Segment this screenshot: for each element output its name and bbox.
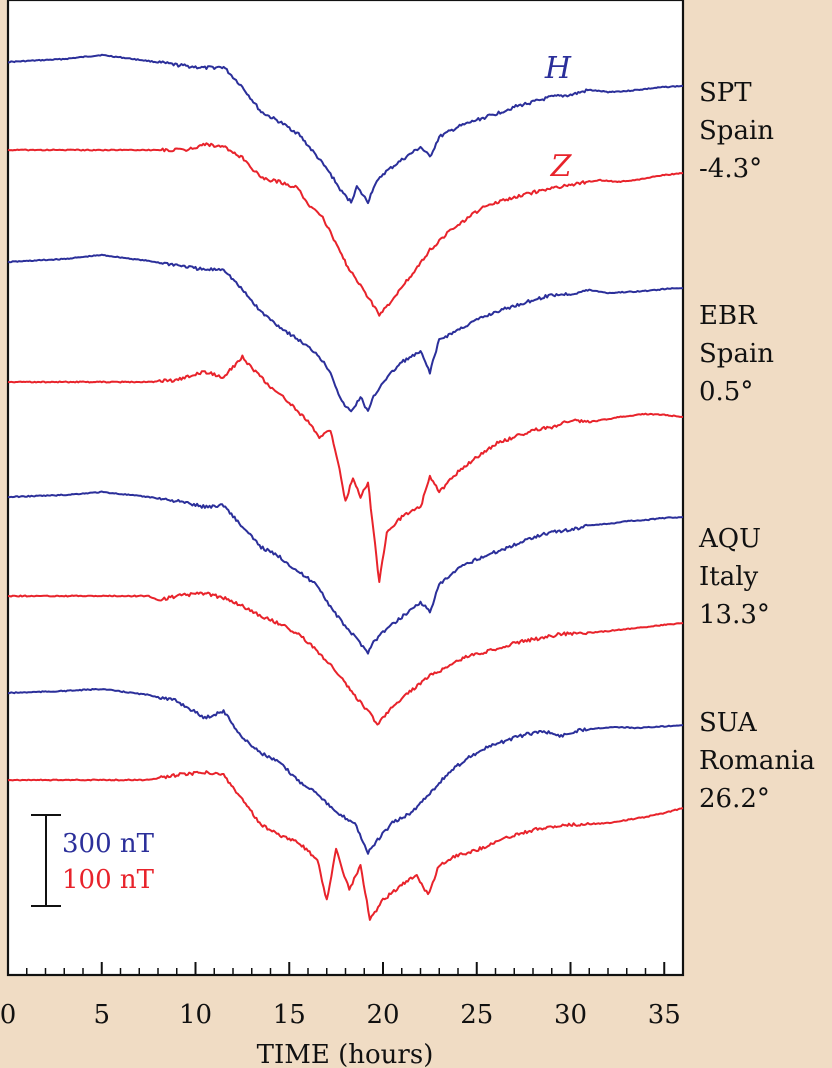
station-code: EBR <box>699 301 758 331</box>
station-code: SUA <box>699 708 758 738</box>
spt-h-trace <box>7 53 684 205</box>
x-tick-label: 35 <box>648 1000 681 1030</box>
spt-z-trace <box>7 142 684 317</box>
x-axis: 0 5 10 15 20 25 30 35 <box>0 962 681 1030</box>
x-tick-label: 20 <box>366 1000 399 1030</box>
x-tick-label: 5 <box>93 1000 110 1030</box>
station-latitude: 13.3° <box>699 600 770 630</box>
x-tick-label: 10 <box>179 1000 212 1030</box>
station-code: AQU <box>698 524 761 554</box>
station-label-ebr: EBR Spain 0.5° <box>699 301 774 407</box>
station-label-spt: SPT Spain -4.3° <box>699 78 774 184</box>
station-latitude: -4.3° <box>699 154 762 184</box>
scale-bar: 300 nT 100 nT <box>31 814 155 907</box>
station-country: Spain <box>699 339 774 369</box>
station-label-sua: SUA Romania 26.2° <box>699 708 815 814</box>
h-component-label: H <box>544 51 572 86</box>
scale-bar-z-label: 100 nT <box>62 865 155 895</box>
scale-bar-h-label: 300 nT <box>62 829 155 859</box>
sua-z-trace <box>7 770 684 921</box>
station-code: SPT <box>699 78 752 108</box>
station-label-aqu: AQU Italy 13.3° <box>698 524 770 630</box>
x-tick-label: 15 <box>273 1000 306 1030</box>
ebr-h-trace <box>7 253 684 413</box>
sua-h-trace <box>8 688 684 855</box>
traces-layer <box>7 53 684 921</box>
station-country: Italy <box>699 562 759 592</box>
station-country: Spain <box>699 116 774 146</box>
aqu-h-trace <box>7 490 684 655</box>
x-tick-label: 30 <box>554 1000 587 1030</box>
ebr-z-trace <box>7 354 684 583</box>
z-component-label: Z <box>550 149 573 184</box>
x-axis-title: TIME (hours) <box>257 1040 434 1068</box>
x-tick-label: 0 <box>0 1000 16 1030</box>
x-tick-label: 25 <box>460 1000 493 1030</box>
station-latitude: 26.2° <box>699 784 770 814</box>
aqu-z-trace <box>8 591 684 726</box>
station-country: Romania <box>699 746 815 776</box>
plot-area <box>6 0 685 977</box>
station-latitude: 0.5° <box>699 377 753 407</box>
